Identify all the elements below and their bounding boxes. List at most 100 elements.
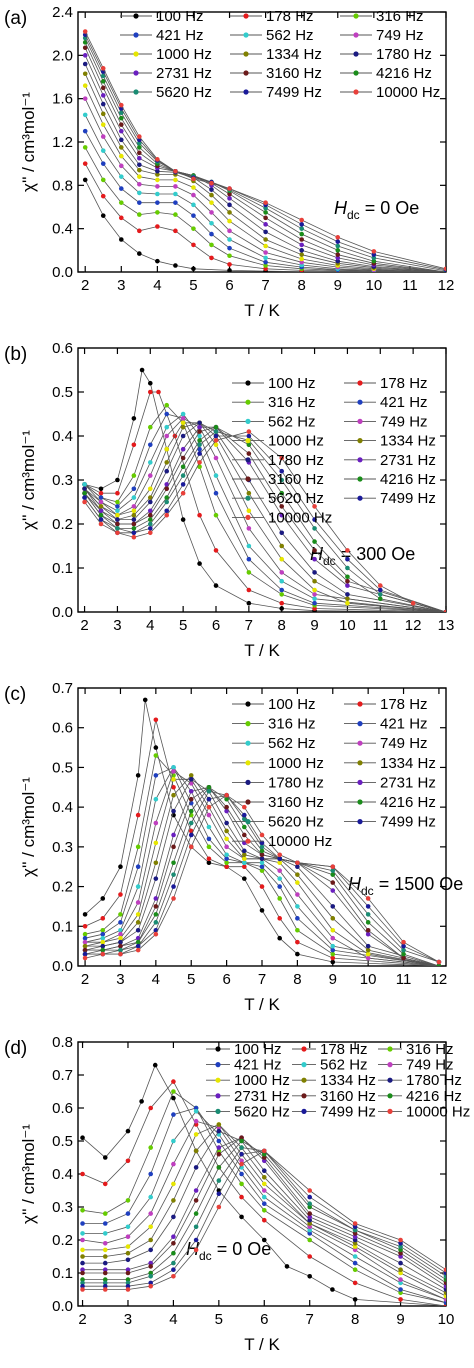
data-point [131,512,137,518]
data-point [171,1112,176,1117]
data-point [118,947,123,953]
data-point [153,860,159,866]
data-point [209,220,214,226]
data-point [345,592,350,597]
data-point [171,777,176,782]
data-point [125,1224,131,1230]
data-point [131,526,137,531]
data-point [188,820,194,826]
x-tick-label: 11 [402,277,418,294]
data-point [171,1241,176,1246]
data-point [135,812,141,818]
data-point [213,442,219,448]
data-point [131,517,137,522]
data-point [102,1181,108,1187]
data-point [139,367,145,373]
data-point [131,530,137,536]
data-point [125,1270,131,1276]
data-point [261,1151,267,1157]
data-point [263,266,268,272]
data-point [125,1267,131,1272]
data-point [216,1128,222,1134]
data-point [171,1089,176,1094]
data-point [365,955,371,961]
series-line-1 [84,699,439,966]
data-point [209,192,214,198]
data-point [80,1277,85,1282]
data-point [147,512,153,518]
y-tick-label: 0.0 [52,604,73,621]
data-point [153,931,159,937]
data-point [242,860,247,866]
data-point [277,868,282,873]
data-point [261,1181,267,1187]
data-point [261,1237,267,1243]
data-point [180,490,186,496]
data-point [365,931,371,937]
data-point [259,908,265,913]
data-point [180,464,186,470]
data-point [307,1201,313,1206]
x-tick-label: 6 [222,971,230,988]
x-tick-label: 9 [334,277,342,294]
legend-marker [245,457,251,463]
data-point [188,844,194,850]
legend-marker [357,721,363,727]
data-point [80,1237,85,1243]
legend-marker [353,13,359,19]
data-point [137,145,142,150]
data-point [125,1283,131,1289]
data-point [164,499,170,505]
data-point [155,224,160,229]
series-line-15 [84,31,446,270]
data-point [335,248,341,253]
data-point [188,773,194,778]
data-point [153,896,159,901]
data-point [164,460,170,465]
data-point [345,578,350,584]
data-point [312,570,317,575]
data-point [227,237,232,242]
legend-marker [245,721,251,727]
legend-marker [357,476,363,482]
series-line-12 [84,42,446,272]
data-point [82,128,88,134]
data-point [330,872,336,877]
data-point [197,512,202,518]
x-tick-label: 5 [187,971,195,988]
legend-label: 10000 Hz [376,84,440,101]
data-point [115,526,120,531]
data-point [224,844,229,850]
data-point [137,181,142,187]
data-point [148,1247,153,1253]
data-point [197,429,202,434]
legend-marker [245,418,251,424]
data-point [98,517,104,522]
data-point [118,912,123,917]
data-point [261,1217,267,1223]
data-point [242,812,247,818]
data-point [398,1260,403,1266]
data-point [137,228,142,234]
x-tick-label: 3 [113,617,121,634]
data-point [312,504,317,509]
data-point [164,446,170,452]
x-tick-label: 9 [396,1311,404,1328]
data-point [180,473,186,478]
data-point [171,808,176,814]
data-point [102,1267,108,1272]
data-point [100,177,106,183]
data-point [259,844,265,850]
data-point [330,943,336,949]
data-point [307,1217,313,1223]
data-point [279,504,285,509]
data-point [191,226,196,231]
data-point [242,804,247,810]
data-point [410,600,416,606]
x-axis-title: T / K [244,1335,280,1354]
data-point [277,876,282,881]
data-point [206,856,212,862]
data-point [263,237,268,242]
x-tick-label: 4 [153,277,161,294]
data-point [277,916,282,921]
